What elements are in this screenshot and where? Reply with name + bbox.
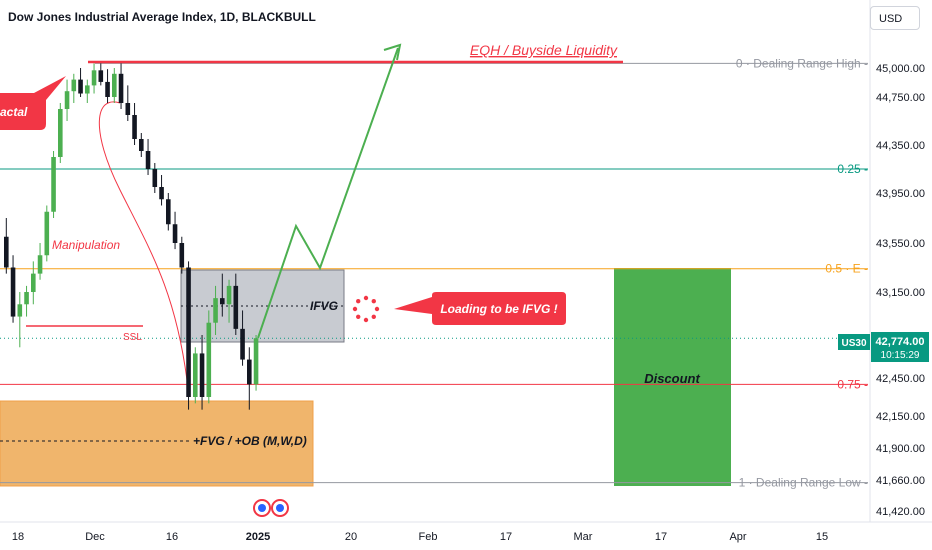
candle-body [125,103,131,115]
fractal-callout [0,76,66,130]
time-tick: 2025 [246,531,270,543]
fvg-ob-label: +FVG / +OB (M,W,D) [193,434,307,448]
time-tick: 17 [655,531,667,543]
fvg-ob-zone [0,400,314,487]
price-tick: 44,750.00 [876,92,925,104]
candle-body [98,70,104,82]
price-tick: 43,550.00 [876,238,925,250]
candle-body [179,243,185,268]
spinner-dot-icon [356,314,361,319]
price-tag [871,332,929,362]
candle-body [233,285,239,329]
candle-body [118,73,124,103]
time-tick: Feb [419,531,438,543]
candle-body [193,353,198,397]
level-label-1: 0.25 - [837,162,868,176]
eqh-label: EQH / Buyside Liquidity [470,42,618,58]
projection-path [257,47,399,339]
candle-body [37,255,43,274]
candle-body [186,267,191,397]
price-tick: 44,350.00 [876,140,925,152]
candle-body [44,211,50,256]
candle-body [24,292,29,305]
candle-body [58,109,63,157]
loading-label: Loading to be IFVG ! [440,302,557,316]
time-tick: Apr [729,531,746,543]
event-icon-core [258,504,266,512]
candle-body [159,187,164,200]
price-tag-countdown: 10:15:29 [881,350,920,361]
loading-callout [394,292,566,325]
candle-body [64,91,70,109]
candle-body [199,353,205,397]
fractal-label: actal [0,105,28,119]
price-tick: 45,000.00 [876,63,925,75]
candle-body [71,79,77,92]
level-label-0: 0 · Dealing Range High - [736,56,868,70]
level-label-4: 1 · Dealing Range Low - [739,476,868,490]
candle-body [172,224,178,243]
candle-body [10,267,16,317]
price-tick: 41,420.00 [876,506,925,518]
level-label-3: 0.75 - [837,377,868,391]
spinner-dot-icon [371,314,376,319]
ifvg-label: IFVG [310,299,338,313]
time-tick: Mar [574,531,593,543]
symbol-tag [838,334,870,350]
spinner-dot-icon [363,317,369,323]
chart-title: Dow Jones Industrial Average Index, 1D, … [8,10,316,24]
candle-body [220,298,225,305]
candle-body [132,115,137,139]
candle-body [51,157,56,212]
currency-button[interactable]: USD [870,6,920,30]
price-tag-value: 42,774.00 [876,336,925,348]
spinner-dot-icon [371,299,376,304]
candle-body [213,298,218,323]
time-tick: 18 [12,531,24,543]
price-tick: 41,900.00 [876,443,925,455]
candle-body [253,338,259,385]
manipulation-curve [98,101,188,381]
spinner-dot-icon [352,306,358,312]
price-tick: 43,950.00 [876,188,925,200]
candle-body [112,73,117,97]
candle-body [166,199,171,225]
price-tick: 42,150.00 [876,411,925,423]
time-tick: Dec [85,531,105,543]
time-tick: 20 [345,531,357,543]
candle-body [85,85,90,94]
candle-body [206,322,212,397]
event-icon-core [276,504,284,512]
spinner-dot-icon [363,295,369,301]
candle-body [145,151,151,169]
spinner-dot-icon [374,306,380,312]
manipulation-label: Manipulation [52,238,120,252]
candle-body [31,273,36,292]
candle-body [226,285,232,305]
level-label-2: 0.5 · E - [825,262,868,276]
candle-body [78,79,83,94]
candle-body [152,169,158,187]
candle-body [91,70,97,86]
candle-body [240,328,245,360]
price-tick: 42,450.00 [876,373,925,385]
spinner-dot-icon [356,299,361,304]
discount-zone [614,268,731,486]
candle-body [139,139,144,151]
symbol-tag-label: US30 [841,338,866,349]
candle-body [17,304,23,317]
time-tick: 16 [166,531,178,543]
time-tick: 17 [500,531,512,543]
projection-arrow-icon [383,43,402,61]
candle-body [4,236,9,268]
price-tick: 41,660.00 [876,475,925,487]
price-tick: 43,150.00 [876,287,925,299]
discount-label: Discount [644,371,700,386]
candle-body [105,81,110,97]
ssl-label: SSL [123,332,142,343]
candle-body [247,359,252,385]
time-tick: 15 [816,531,828,543]
